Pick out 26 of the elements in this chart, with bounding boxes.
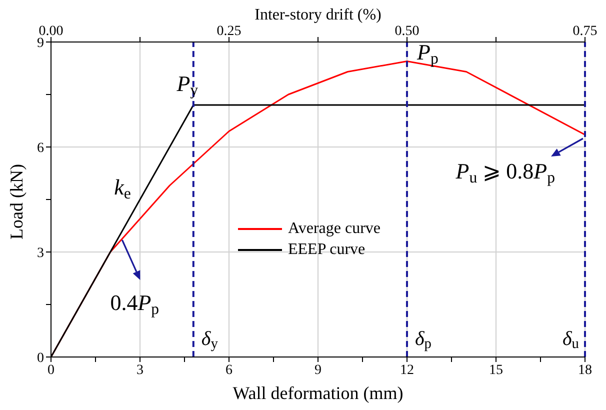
y-axis-title: Load (kN) bbox=[6, 164, 26, 240]
x2-axis-title: Inter-story drift (%) bbox=[254, 6, 382, 24]
annotation: P$_{y}$ bbox=[176, 71, 198, 99]
x2-tick-label: 0.25 bbox=[216, 24, 242, 39]
x-tick-label: 6 bbox=[226, 362, 232, 378]
y-tick-label: 3 bbox=[37, 246, 44, 261]
annotation: k$_{e}$ bbox=[114, 174, 131, 202]
annotation: 0.4P$_{p}$ bbox=[110, 290, 160, 318]
x-tick-label: 12 bbox=[400, 362, 414, 378]
x-tick-label: 0 bbox=[48, 362, 54, 378]
annotation: P$_{u}$ ⩾ 0.8P$_{p}$ bbox=[454, 158, 556, 186]
x-tick-label: 9 bbox=[314, 362, 322, 378]
legend-label: EEEP curve bbox=[288, 240, 366, 258]
y-tick-label: 0 bbox=[37, 350, 44, 366]
x-axis-title: Wall deformation (mm) bbox=[232, 383, 404, 403]
ref-line-label: δ$_{u}$ bbox=[562, 328, 579, 352]
ref-line-label: δ$_{y}$ bbox=[201, 328, 219, 352]
x2-tick-label: 0.75 bbox=[572, 24, 598, 39]
x-tick-label: 3 bbox=[136, 362, 144, 378]
x2-tick-label: 0.50 bbox=[394, 24, 420, 39]
x-tick-label: 15 bbox=[489, 362, 503, 378]
y-tick-label: 6 bbox=[37, 140, 44, 156]
x-tick-label: 18 bbox=[578, 362, 592, 378]
ref-line-label: δ$_{p}$ bbox=[415, 328, 432, 352]
annotation: P$_{p}$ bbox=[416, 39, 438, 67]
legend-label: Average curve bbox=[288, 220, 381, 238]
